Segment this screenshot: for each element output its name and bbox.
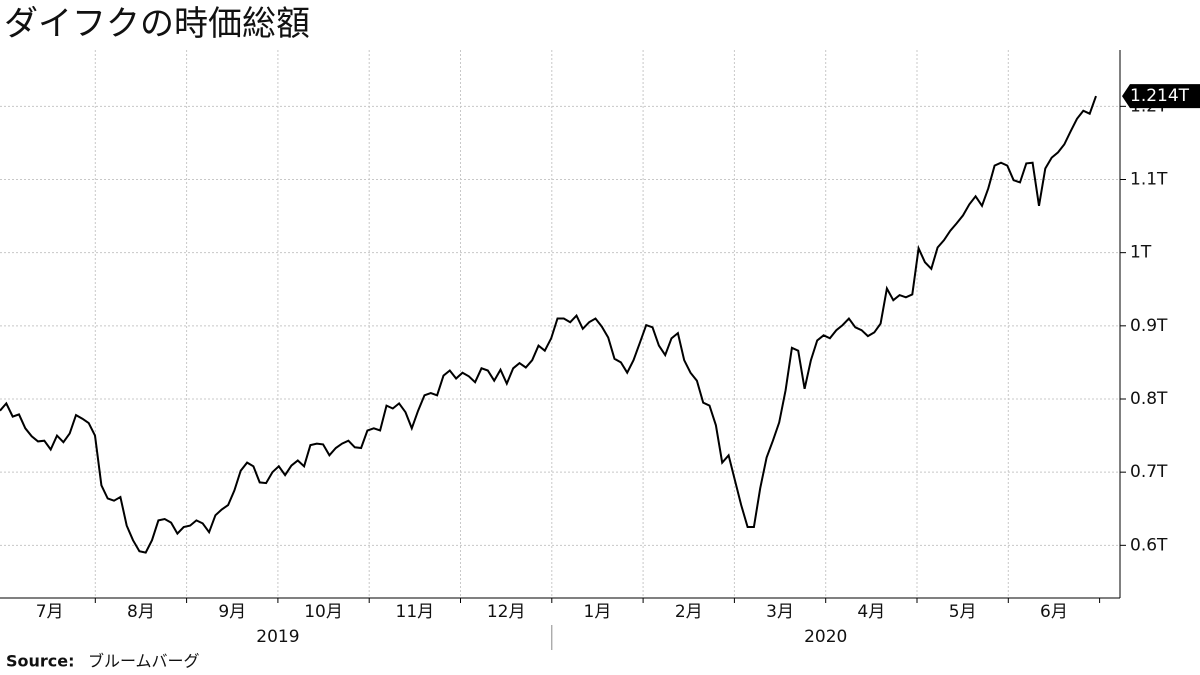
y-tick-label: 1.1T bbox=[1130, 170, 1168, 190]
y-tick-label: 1T bbox=[1130, 243, 1152, 263]
x-tick-label: 5月 bbox=[949, 602, 977, 622]
end-label: 1.214T bbox=[1130, 86, 1190, 106]
x-tick-label: 12月 bbox=[487, 602, 526, 622]
y-tick-label: 0.8T bbox=[1130, 389, 1168, 409]
y-tick-label: 0.7T bbox=[1130, 462, 1168, 482]
chart-title: ダイフクの時価総額 bbox=[4, 4, 310, 44]
year-label: 2020 bbox=[804, 627, 847, 647]
x-tick-label: 9月 bbox=[218, 602, 246, 622]
line bbox=[0, 95, 1097, 554]
y-tick-label: 0.6T bbox=[1130, 535, 1168, 555]
end-label-box bbox=[1122, 84, 1200, 109]
year-label: 2019 bbox=[256, 627, 299, 647]
x-tick-label: 2月 bbox=[675, 602, 703, 622]
source-label: Source: bbox=[6, 652, 75, 671]
x-tick-label: 10月 bbox=[304, 602, 343, 622]
x-tick-label: 6月 bbox=[1040, 602, 1068, 622]
source: ブルームバーグ bbox=[88, 652, 200, 671]
x-tick-label: 8月 bbox=[127, 602, 155, 622]
x-tick-label: 4月 bbox=[857, 602, 885, 622]
y-tick-label: 0.9T bbox=[1130, 316, 1168, 336]
x-tick-label: 7月 bbox=[36, 602, 64, 622]
x-tick-label: 11月 bbox=[396, 602, 435, 622]
x-tick-label: 3月 bbox=[766, 602, 794, 622]
x-tick-label: 1月 bbox=[584, 602, 612, 622]
